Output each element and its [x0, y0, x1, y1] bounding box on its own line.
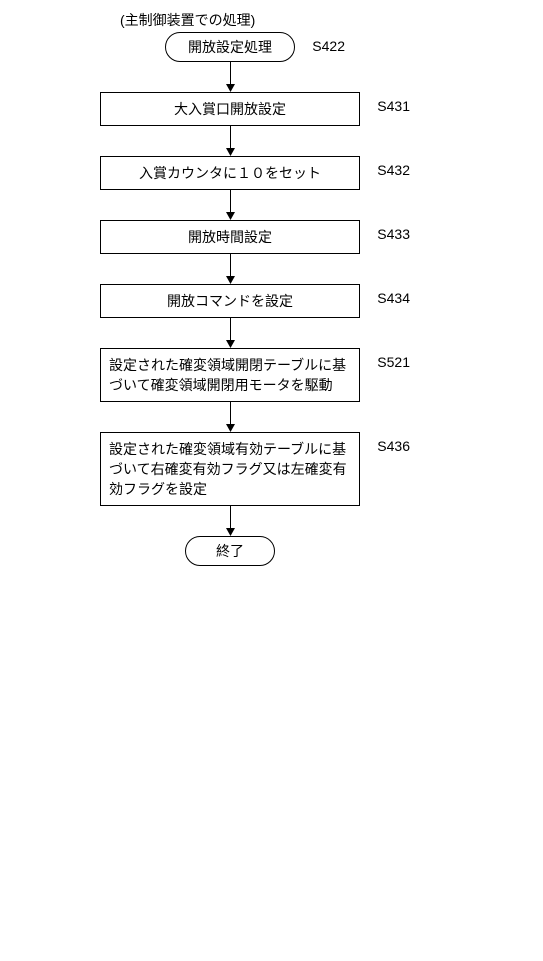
- process-label: 設定された確変領域有効テーブルに基づいて右確変有効フラグ又は左確変有効フラグを設…: [109, 441, 347, 497]
- process-box: 大入賞口開放設定: [100, 92, 360, 126]
- arrow: [230, 126, 231, 156]
- step-label: S431: [377, 98, 410, 114]
- step-label: S432: [377, 162, 410, 178]
- process-box: 設定された確変領域開閉テーブルに基づいて確変領域開閉用モータを駆動: [100, 348, 360, 402]
- step-wrap-2: 開放時間設定 S433: [100, 220, 360, 254]
- end-label: 終了: [216, 543, 244, 559]
- process-box: 開放時間設定: [100, 220, 360, 254]
- arrow: [230, 506, 231, 536]
- arrow: [230, 318, 231, 348]
- start-label: 開放設定処理: [188, 39, 272, 55]
- arrow: [230, 62, 231, 92]
- process-box: 開放コマンドを設定: [100, 284, 360, 318]
- step-wrap-1: 入賞カウンタに１０をセット S432: [100, 156, 360, 190]
- step-wrap-3: 開放コマンドを設定 S434: [100, 284, 360, 318]
- start-step-label: S422: [312, 38, 345, 54]
- end-node-wrap: 終了: [185, 536, 275, 566]
- process-label: 入賞カウンタに１０をセット: [139, 165, 321, 181]
- step-wrap-0: 大入賞口開放設定 S431: [100, 92, 360, 126]
- arrow: [230, 190, 231, 220]
- step-wrap-4: 設定された確変領域開閉テーブルに基づいて確変領域開閉用モータを駆動 S521: [100, 348, 360, 402]
- step-wrap-5: 設定された確変領域有効テーブルに基づいて右確変有効フラグ又は左確変有効フラグを設…: [100, 432, 360, 506]
- process-label: 設定された確変領域開閉テーブルに基づいて確変領域開閉用モータを駆動: [109, 357, 346, 393]
- step-label: S434: [377, 290, 410, 306]
- flowchart-container: (主制御装置での処理) 開放設定処理 S422 大入賞口開放設定 S431 入賞…: [100, 10, 450, 566]
- end-terminal: 終了: [185, 536, 275, 566]
- step-label: S436: [377, 438, 410, 454]
- arrow: [230, 254, 231, 284]
- process-box: 設定された確変領域有効テーブルに基づいて右確変有効フラグ又は左確変有効フラグを設…: [100, 432, 360, 506]
- header-text: (主制御装置での処理): [120, 10, 450, 30]
- start-terminal: 開放設定処理: [165, 32, 295, 62]
- process-label: 大入賞口開放設定: [174, 101, 286, 117]
- process-label: 開放コマンドを設定: [167, 293, 293, 309]
- process-label: 開放時間設定: [188, 229, 272, 245]
- center-column: 開放設定処理 S422 大入賞口開放設定 S431 入賞カウンタに１０をセット …: [100, 32, 360, 566]
- step-label: S433: [377, 226, 410, 242]
- step-label: S521: [377, 354, 410, 370]
- arrow: [230, 402, 231, 432]
- start-node-wrap: 開放設定処理 S422: [165, 32, 295, 62]
- process-box: 入賞カウンタに１０をセット: [100, 156, 360, 190]
